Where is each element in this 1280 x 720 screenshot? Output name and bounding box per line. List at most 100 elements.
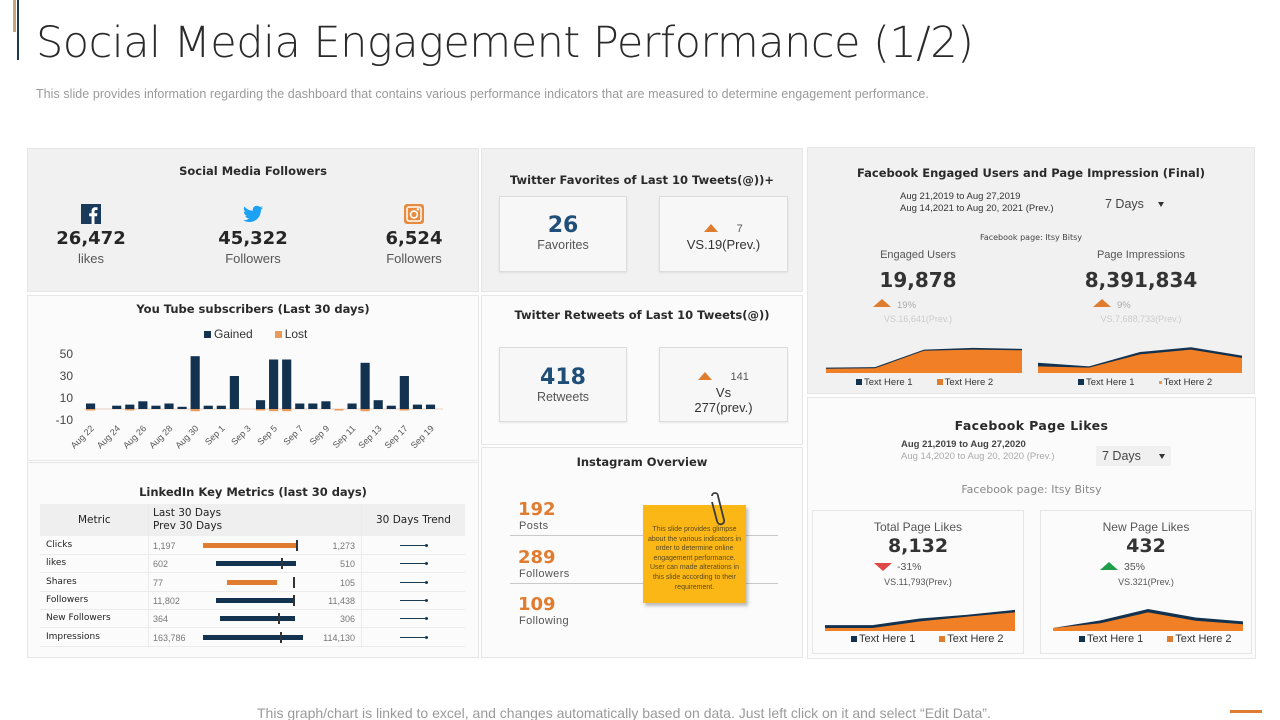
range-dropdown[interactable]: 7 Days — [1105, 197, 1164, 211]
page-impressions-change: 9% — [1117, 300, 1131, 311]
x-tick-label: Sep 19 — [409, 423, 436, 450]
twitter-followers-stat: 45,322 Followers — [193, 204, 313, 266]
card-previous: VS.11,793(Prev.) — [884, 577, 952, 587]
column-header-prev: Prev 30 Days — [153, 520, 223, 532]
trend-down-icon — [874, 563, 892, 571]
stat-label: likes — [77, 251, 104, 266]
range-dropdown-value: 7 Days — [1105, 197, 1144, 211]
trend-sparkline — [400, 580, 428, 584]
stat-value: 26,472 — [56, 228, 126, 249]
column-divider — [148, 504, 149, 648]
bar-gained — [86, 403, 96, 409]
bar-gained — [399, 376, 409, 409]
bar-gained — [151, 405, 161, 409]
comparison-bar — [203, 634, 303, 640]
panel-title: Facebook Engaged Users and Page Impressi… — [856, 166, 1206, 180]
bar-gained — [177, 406, 187, 409]
trend-up-icon — [873, 299, 891, 307]
retweets-label: Retweets — [536, 390, 590, 404]
comparison-marker — [293, 576, 295, 588]
area-series-2 — [1038, 349, 1242, 373]
x-tick-label: Sep 7 — [281, 423, 305, 447]
area-series-2 — [1053, 612, 1243, 631]
chevron-down-icon — [1159, 453, 1165, 459]
prev-30-value: 510 — [339, 559, 355, 570]
bar-gained — [138, 401, 148, 409]
bar-gained — [216, 405, 226, 409]
column-header-metric: Metric — [78, 514, 111, 526]
date-range: Aug 21,2019 to Aug 27,2019 Aug 14,2021 t… — [900, 191, 1054, 215]
range-dropdown[interactable]: 7 Days — [1096, 446, 1171, 466]
retweets-value: 418 — [540, 365, 586, 390]
bar-gained — [112, 405, 122, 409]
comparison-marker — [293, 594, 295, 606]
instagram-icon — [404, 204, 424, 224]
card-change: 35% — [1124, 561, 1146, 573]
facebook-icon — [81, 204, 101, 224]
twitter-icon — [243, 204, 263, 224]
trend-sparkline — [400, 598, 428, 602]
posts-value: 192 — [518, 499, 556, 520]
x-tick-label: Sep 9 — [308, 423, 332, 447]
new-likes-area-chart — [1053, 609, 1243, 631]
panel-title: LinkedIn Key Metrics (last 30 days) — [139, 485, 367, 499]
panel-title: Instagram Overview — [576, 455, 708, 469]
card-previous: VS.321(Prev.) — [1118, 577, 1174, 587]
date-current: Aug 21,2019 to Aug 27,2020 — [901, 439, 1026, 450]
x-tick-label: Sep 11 — [331, 423, 358, 450]
legend-item: Text Here 2 — [939, 633, 1004, 645]
table-row: Impressions 163,786 114,130 — [40, 629, 465, 647]
metric-name: likes — [46, 558, 67, 569]
legend-item: Text Here 1 — [1078, 377, 1135, 388]
metric-name: Shares — [46, 576, 77, 587]
stat-value: 6,524 — [385, 228, 443, 249]
card-value: 8,132 — [887, 535, 949, 557]
trend-up-icon — [1100, 562, 1118, 570]
bar-gained — [412, 404, 423, 409]
favorites-label: Favorites — [537, 238, 589, 252]
bar-gained — [164, 403, 174, 409]
stat-label: Followers — [225, 251, 281, 266]
prev-30-value: 1,273 — [332, 541, 355, 551]
page-impressions-area-chart — [1038, 347, 1242, 373]
x-tick-label: Aug 30 — [173, 423, 200, 450]
following-label: Following — [519, 615, 570, 627]
new-page-likes-card: New Page Likes 432 35% VS.321(Prev.) Tex… — [1040, 510, 1252, 654]
x-tick-label: Sep 13 — [356, 423, 383, 450]
followers-label: Followers — [519, 568, 570, 580]
last-30-value: 1,197 — [153, 541, 176, 551]
table-header: Metric Last 30 Days Prev 30 Days 30 Days… — [40, 504, 465, 536]
trend-up-icon — [704, 224, 719, 232]
linkedin-metrics-table: Metric Last 30 Days Prev 30 Days 30 Days… — [40, 504, 465, 648]
stat-label: Followers — [386, 251, 442, 266]
vs-label: Vs — [715, 385, 732, 400]
date-current: Aug 21,2019 to Aug 27,2019 — [900, 191, 1021, 202]
prev-30-value: 306 — [339, 614, 355, 625]
table-row: likes 602 510 — [40, 555, 465, 574]
engaged-users-previous: VS.16,641(Prev.) — [883, 314, 953, 324]
bar-gained — [347, 403, 357, 409]
favorites-change-card: 7 VS.19(Prev.) — [659, 196, 788, 272]
trend-sparkline — [400, 544, 428, 547]
trend-up-icon — [1093, 299, 1111, 307]
previous-value: VS.19(Prev.) — [686, 237, 761, 252]
footer-note: This graph/chart is linked to excel, and… — [257, 705, 991, 720]
prev-30-value: 11,438 — [328, 595, 355, 606]
prev-30-value: 114,130 — [323, 632, 355, 643]
panel-title: You Tube subscribers (Last 30 days) — [136, 302, 370, 316]
bar-gained — [190, 356, 200, 409]
paperclip-icon — [711, 492, 725, 526]
date-previous: Aug 14,2020 to Aug 20, 2020 (Prev.) — [901, 451, 1055, 462]
date-range: Aug 21,2019 to Aug 27,2020 Aug 14,2020 t… — [901, 439, 1055, 463]
sticky-note-text: This slide provides glimpse about the va… — [648, 526, 741, 591]
metric-name: Impressions — [46, 631, 100, 642]
comparison-bar — [216, 561, 296, 567]
bar-lost — [269, 409, 279, 412]
chart-legend: Text Here 1 Text Here 2 — [856, 377, 993, 388]
bar-lost — [255, 409, 266, 411]
trend-sparkline — [400, 617, 428, 621]
sticky-note: This slide provides glimpse about the va… — [643, 505, 746, 603]
table-row: Clicks 1,197 1,273 — [40, 537, 465, 555]
last-30-value: 11,802 — [153, 595, 180, 606]
